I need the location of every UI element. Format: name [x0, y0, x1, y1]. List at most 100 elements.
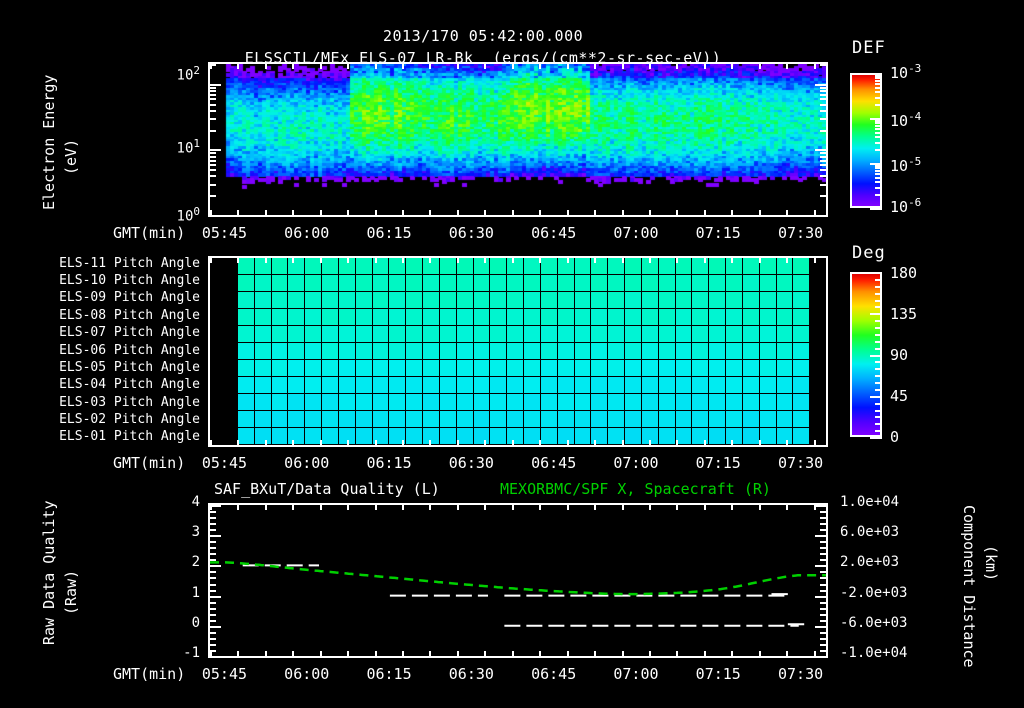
pitch-angle-cell: [322, 411, 339, 428]
pitch-angle-cell: [355, 377, 373, 394]
ts-y-tick: [820, 529, 826, 532]
pitch-angle-cell: [507, 377, 525, 394]
y-tick: [820, 86, 826, 89]
pitch-angle-cell: [742, 377, 760, 394]
pitch-angle-cell: [557, 394, 575, 411]
pitch-angle-cell: [456, 394, 474, 411]
spectrogram-ylabel-line2: (eV): [62, 138, 80, 175]
ts-y-tick: [210, 601, 216, 604]
axis-tick: [813, 505, 816, 510]
ts-y-tick: [210, 523, 216, 526]
pitch-angle-row: [238, 343, 811, 360]
pitch-angle-cell: [692, 309, 710, 326]
pitch-angle-cell: [288, 292, 306, 309]
pitch-angle-cell: [439, 275, 457, 292]
ts-y-tick: [820, 589, 826, 592]
ts-y-tick: [210, 583, 216, 586]
pitch-angle-cell: [372, 275, 390, 292]
pitch-angle-cell: [625, 275, 642, 292]
pitch-angle-cell: [389, 377, 407, 394]
pitch-angle-cell: [742, 394, 760, 411]
pitch-angle-cell: [726, 428, 743, 445]
spec-xtick-0700: 07:00: [613, 224, 659, 242]
axis-tick: [374, 258, 377, 263]
axis-tick: [676, 210, 679, 215]
y-tick: [210, 155, 216, 158]
pitch-angle-cell: [372, 411, 390, 428]
pitch-angle-cell: [254, 377, 272, 394]
ts-y-tick: [210, 547, 216, 550]
axis-tick: [511, 64, 514, 69]
axis-tick: [402, 64, 405, 69]
axis-tick: [813, 651, 816, 656]
pitch-angle-cell: [692, 275, 710, 292]
pitch-angle-cell: [355, 326, 373, 343]
pitch-angle-cell: [591, 394, 609, 411]
pitch-angle-cell: [709, 360, 727, 377]
y-tick: [210, 195, 216, 198]
pitch-angle-cell: [372, 377, 390, 394]
pitch-angle-cell: [423, 343, 440, 360]
pitch-angle-cell: [742, 343, 760, 360]
pitch-angle-cell: [641, 309, 659, 326]
def-cb-tick: [870, 208, 882, 210]
deg-cb-tick: [870, 437, 882, 439]
pitch-angle-cell: [322, 326, 339, 343]
ts-y-tick: [820, 637, 826, 640]
axis-tick: [758, 210, 761, 215]
spec-xtick-0630: 06:30: [448, 224, 494, 242]
pitch-angle-cell: [305, 326, 323, 343]
pitch-angle-cell: [692, 343, 710, 360]
pitch-angle-cell: [608, 275, 626, 292]
pitch-angle-cell: [658, 428, 676, 445]
pitch-angle-cell: [540, 343, 558, 360]
pitch-angle-cell: [305, 411, 323, 428]
deg-cb-tick: [875, 340, 882, 343]
deg-cb-tick: [875, 306, 882, 309]
y-tick: [210, 90, 216, 93]
axis-tick: [648, 440, 651, 445]
pitch-angle-cell: [456, 428, 474, 445]
pitch-angle-cell: [726, 394, 743, 411]
pitch-angle-cell: [254, 428, 272, 445]
y-tick: [210, 152, 216, 155]
pitch-angle-cell: [625, 309, 642, 326]
def-cb-tick: [875, 122, 882, 125]
def-cb-tick: [875, 194, 882, 197]
def-cb-tick: [875, 169, 882, 172]
axis-tick: [676, 651, 679, 656]
pitch-angle-cell: [692, 377, 710, 394]
y-tick: [820, 109, 826, 112]
pitch-angle-cell: [372, 343, 390, 360]
pitch-angle-cell: [338, 275, 356, 292]
ts-y-tick: [815, 565, 826, 568]
axis-tick: [621, 64, 624, 69]
pitch-angle-row: [238, 428, 811, 445]
def-cb-tick: [875, 127, 882, 130]
ts-xaxis-label: GMT(min): [113, 665, 186, 683]
axis-tick: [347, 651, 350, 656]
pitch-angle-cell: [524, 360, 541, 377]
axis-tick: [676, 440, 679, 445]
spec-xtick-0715: 07:15: [695, 224, 741, 242]
pitch-angle-cell: [692, 326, 710, 343]
axis-tick: [566, 440, 569, 445]
pitch-angle-cell: [271, 394, 289, 411]
ts-right-ylabel-line1: Component Distance: [960, 505, 978, 668]
axis-tick: [319, 258, 322, 263]
pitch-angle-cell: [439, 343, 457, 360]
spacecraft-distance-curve: [210, 561, 826, 596]
ts-right-ytick-2: 2.0e+03: [840, 554, 900, 571]
pitch-angle-cell: [524, 275, 541, 292]
pitch-angle-cell: [238, 309, 255, 326]
pitch-angle-cell: [439, 377, 457, 394]
pitch-angle-cell: [540, 411, 558, 428]
y-tick: [210, 64, 216, 66]
pitch-angle-cell: [456, 292, 474, 309]
pitch-angle-cell: [574, 343, 592, 360]
pitch-angle-cell: [238, 411, 255, 428]
axis-tick: [511, 505, 514, 510]
def-cb-tick: [875, 167, 882, 170]
deg-cb-tick: [875, 327, 882, 329]
pitch-angle-row: [238, 411, 811, 428]
